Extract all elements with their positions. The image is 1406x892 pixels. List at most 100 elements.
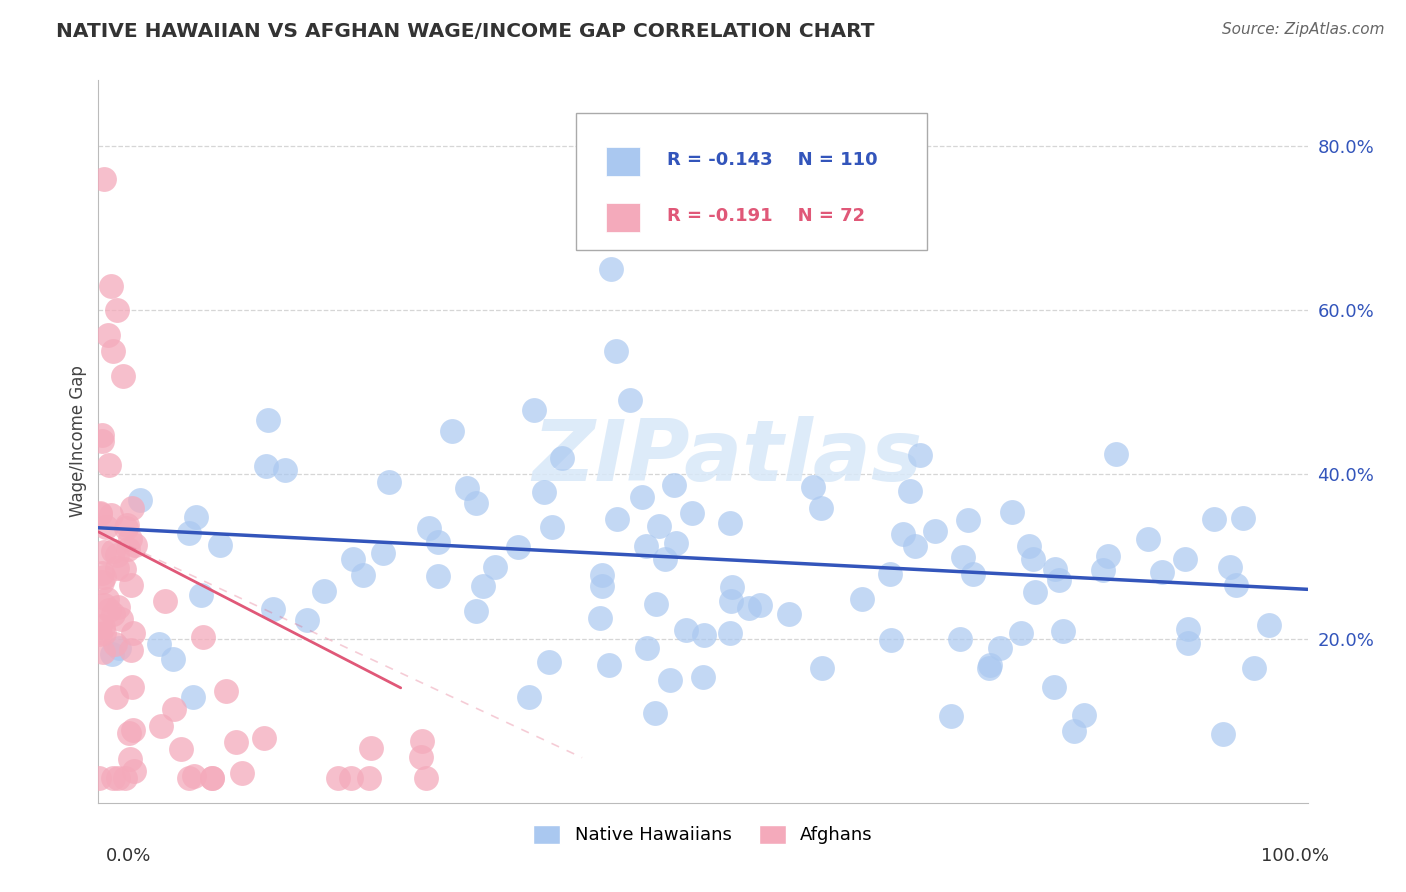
Point — [737, 601, 759, 615]
Point — [101, 544, 124, 558]
Point — [121, 500, 143, 515]
Point — [121, 680, 143, 694]
FancyBboxPatch shape — [576, 112, 927, 250]
Point — [1047, 574, 1070, 588]
Point — [231, 766, 253, 780]
Point — [184, 510, 207, 524]
Point — [619, 393, 641, 408]
Point — [720, 594, 742, 608]
Point — [1225, 577, 1247, 591]
Point — [718, 626, 741, 640]
Point — [426, 534, 449, 549]
Point — [979, 657, 1001, 672]
Point — [517, 690, 540, 705]
Point — [179, 771, 201, 785]
Point — [89, 506, 111, 520]
Point — [988, 641, 1011, 656]
Point — [181, 690, 204, 704]
Point — [418, 521, 440, 535]
Point — [96, 519, 118, 533]
Point — [90, 434, 112, 449]
FancyBboxPatch shape — [606, 203, 640, 232]
Point — [630, 490, 652, 504]
Point — [598, 658, 620, 673]
Point — [117, 541, 139, 556]
Point — [115, 517, 138, 532]
Point — [1018, 539, 1040, 553]
Point — [880, 633, 903, 648]
Point — [924, 524, 946, 538]
Point — [664, 478, 686, 492]
Point — [648, 518, 671, 533]
Point — [101, 771, 124, 785]
Point — [1021, 552, 1043, 566]
Point — [118, 726, 141, 740]
Point — [201, 771, 224, 785]
Point — [891, 527, 914, 541]
Point — [107, 771, 129, 785]
Point — [107, 600, 129, 615]
Point — [506, 540, 529, 554]
Point — [879, 566, 901, 581]
Text: ZIPatlas: ZIPatlas — [531, 417, 922, 500]
Point — [427, 569, 450, 583]
Point — [645, 597, 668, 611]
Point — [778, 607, 800, 621]
Point — [1202, 512, 1225, 526]
Point — [540, 520, 562, 534]
Point — [1073, 707, 1095, 722]
Point — [952, 549, 974, 564]
Point — [373, 546, 395, 560]
Point — [91, 620, 114, 634]
Point — [1010, 625, 1032, 640]
Point — [1024, 585, 1046, 599]
Point — [415, 771, 437, 785]
Point — [163, 702, 186, 716]
Point — [654, 552, 676, 566]
Point — [274, 462, 297, 476]
Point — [440, 424, 463, 438]
Point — [471, 579, 494, 593]
Point — [1232, 510, 1254, 524]
Point — [148, 637, 170, 651]
Point — [114, 561, 136, 575]
Point — [409, 750, 432, 764]
Point — [107, 561, 129, 575]
Point — [644, 706, 666, 720]
Point — [665, 535, 688, 549]
Point — [352, 567, 374, 582]
Point — [342, 551, 364, 566]
Point — [118, 751, 141, 765]
Point — [589, 611, 612, 625]
Point — [600, 262, 623, 277]
Point — [150, 719, 173, 733]
Point — [692, 671, 714, 685]
Point — [962, 566, 984, 581]
Point — [100, 508, 122, 522]
Point — [121, 625, 143, 640]
Point — [551, 451, 574, 466]
Point — [100, 278, 122, 293]
Point — [93, 545, 115, 559]
Point — [170, 742, 193, 756]
Point — [98, 458, 121, 472]
Point — [977, 661, 1000, 675]
Point — [675, 623, 697, 637]
Text: R = -0.191    N = 72: R = -0.191 N = 72 — [666, 208, 865, 226]
Y-axis label: Wage/Income Gap: Wage/Income Gap — [69, 366, 87, 517]
Point — [254, 459, 277, 474]
Point — [939, 709, 962, 723]
Point — [253, 731, 276, 746]
Point — [177, 526, 200, 541]
Point — [1243, 660, 1265, 674]
Point — [122, 723, 145, 738]
Point — [591, 580, 613, 594]
Point — [91, 566, 114, 581]
Point — [295, 613, 318, 627]
Point — [201, 771, 224, 785]
Point — [1258, 618, 1281, 632]
Point — [1219, 560, 1241, 574]
Point — [93, 626, 115, 640]
Point — [262, 602, 284, 616]
Point — [908, 448, 931, 462]
